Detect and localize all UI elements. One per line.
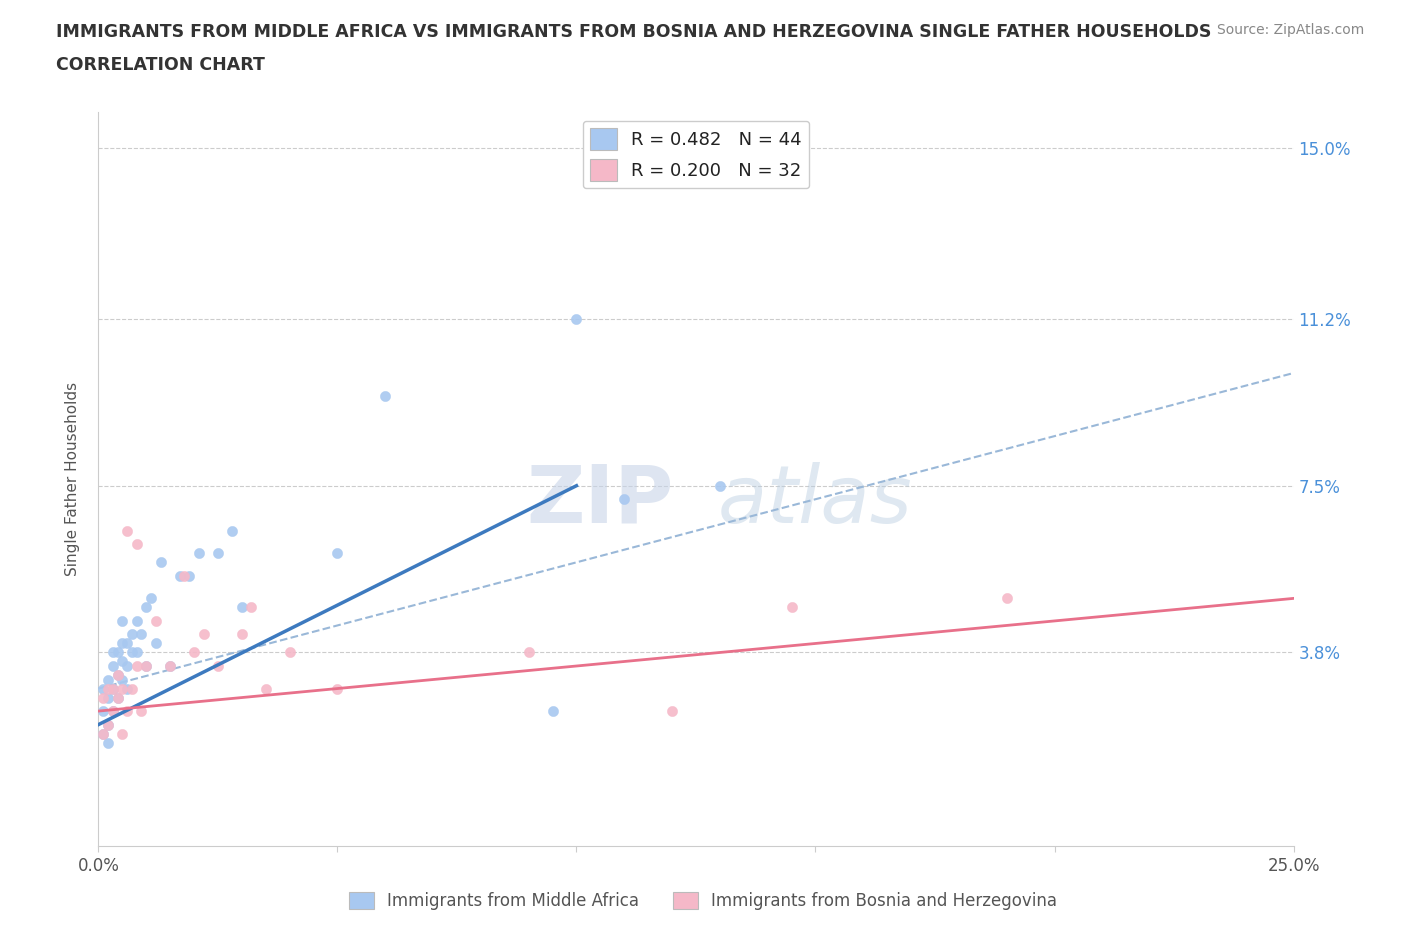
Point [565, 312, 588, 326]
Point [613, 492, 636, 507]
Point [121, 627, 143, 642]
Point [125, 645, 148, 660]
Point [91, 704, 114, 719]
Text: atlas: atlas [718, 462, 912, 540]
Point [101, 645, 124, 660]
Point [101, 681, 124, 696]
Point [240, 600, 263, 615]
Y-axis label: Single Father Households: Single Father Households [65, 382, 80, 576]
Point [231, 600, 253, 615]
Point [91, 726, 114, 741]
Point [193, 627, 215, 642]
Text: CORRELATION CHART: CORRELATION CHART [56, 56, 266, 73]
Legend: R = 0.482   N = 44, R = 0.200   N = 32: R = 0.482 N = 44, R = 0.200 N = 32 [582, 121, 810, 188]
Point [115, 658, 138, 673]
Point [135, 658, 157, 673]
Point [131, 704, 153, 719]
Point [661, 704, 683, 719]
Point [111, 726, 134, 741]
Point [207, 658, 229, 673]
Point [91, 726, 114, 741]
Point [111, 636, 134, 651]
Point [125, 658, 148, 673]
Point [107, 668, 129, 683]
Point [183, 645, 205, 660]
Point [107, 668, 129, 683]
Text: Source: ZipAtlas.com: Source: ZipAtlas.com [1216, 23, 1364, 37]
Point [107, 690, 129, 705]
Point [135, 658, 157, 673]
Point [111, 681, 134, 696]
Point [149, 555, 172, 570]
Point [97, 717, 120, 732]
Point [97, 717, 120, 732]
Point [278, 645, 301, 660]
Point [135, 600, 157, 615]
Point [97, 681, 120, 696]
Point [101, 704, 124, 719]
Point [121, 681, 143, 696]
Point [91, 690, 114, 705]
Point [145, 614, 167, 629]
Point [97, 672, 120, 687]
Point [97, 690, 120, 705]
Point [995, 591, 1018, 605]
Point [107, 645, 129, 660]
Point [91, 681, 114, 696]
Point [207, 546, 229, 561]
Point [709, 478, 731, 493]
Point [159, 658, 181, 673]
Point [139, 591, 162, 605]
Point [145, 636, 167, 651]
Point [107, 690, 129, 705]
Point [541, 704, 564, 719]
Point [159, 658, 181, 673]
Point [179, 568, 201, 583]
Point [131, 627, 153, 642]
Point [115, 524, 138, 538]
Point [326, 681, 349, 696]
Point [517, 645, 540, 660]
Point [187, 546, 209, 561]
Point [101, 658, 124, 673]
Legend: Immigrants from Middle Africa, Immigrants from Bosnia and Herzegovina: Immigrants from Middle Africa, Immigrant… [342, 885, 1064, 917]
Point [115, 681, 138, 696]
Point [780, 600, 803, 615]
Point [254, 681, 277, 696]
Point [169, 568, 191, 583]
Text: ZIP: ZIP [527, 462, 673, 540]
Point [115, 636, 138, 651]
Point [111, 654, 134, 669]
Point [121, 645, 143, 660]
Point [111, 614, 134, 629]
Point [115, 704, 138, 719]
Point [326, 546, 349, 561]
Point [97, 736, 120, 751]
Point [374, 388, 396, 403]
Text: IMMIGRANTS FROM MIDDLE AFRICA VS IMMIGRANTS FROM BOSNIA AND HERZEGOVINA SINGLE F: IMMIGRANTS FROM MIDDLE AFRICA VS IMMIGRA… [56, 23, 1212, 41]
Point [221, 524, 243, 538]
Point [101, 681, 124, 696]
Point [125, 614, 148, 629]
Point [111, 672, 134, 687]
Point [173, 568, 195, 583]
Point [101, 704, 124, 719]
Point [125, 537, 148, 551]
Point [231, 627, 253, 642]
